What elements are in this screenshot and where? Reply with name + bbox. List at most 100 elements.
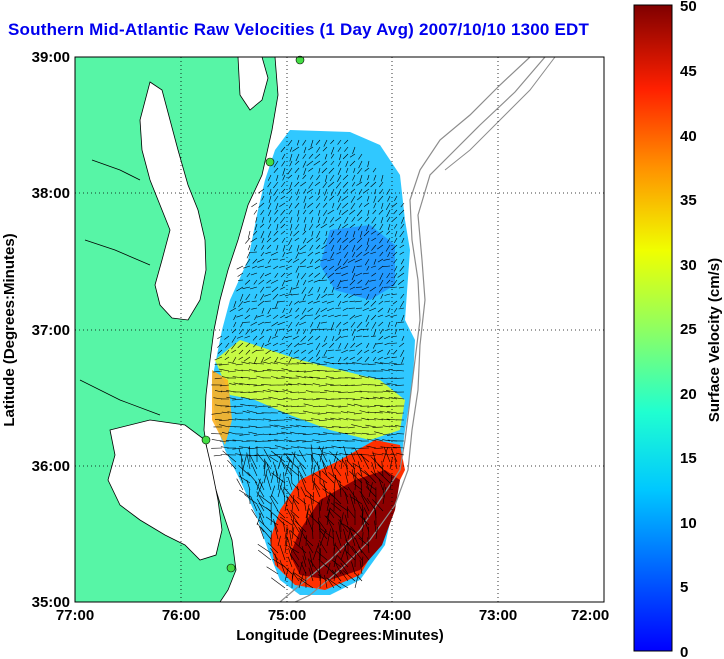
- velocity-arrow: [334, 314, 342, 318]
- velocity-arrow: [308, 567, 314, 582]
- velocity-arrow: [365, 486, 377, 498]
- velocity-arrow: [303, 403, 314, 407]
- velocity-arrow: [323, 216, 328, 224]
- velocity-arrow: [300, 314, 307, 320]
- velocity-arrow: [280, 181, 286, 188]
- velocity-arrow: [371, 237, 377, 242]
- velocity-arrow: [277, 300, 286, 303]
- velocity-arrow: [377, 314, 384, 318]
- velocity-arrow: [331, 559, 342, 568]
- velocity-arrow: [286, 495, 293, 505]
- station-marker: [295, 55, 305, 65]
- velocity-arrow: [253, 209, 258, 215]
- velocity-arrow: [258, 188, 265, 194]
- velocity-arrow: [292, 286, 300, 290]
- velocity-arrow: [324, 153, 328, 160]
- velocity-arrow: [357, 167, 363, 175]
- velocity-arrow: [306, 314, 314, 316]
- velocity-arrow: [328, 472, 342, 484]
- velocity-arrow: [338, 405, 349, 408]
- velocity-arrow: [361, 328, 370, 330]
- velocity-arrow: [254, 481, 265, 498]
- velocity-arrow: [346, 459, 356, 470]
- velocity-arrow: [263, 462, 266, 477]
- velocity-arrow: [330, 251, 335, 259]
- velocity-arrow: [279, 342, 286, 345]
- velocity-arrow: [298, 433, 307, 435]
- velocity-arrow: [300, 181, 307, 187]
- velocity-arrow: [259, 272, 265, 279]
- velocity-arrow: [399, 244, 405, 248]
- velocity-arrow: [329, 342, 335, 349]
- velocity-arrow: [273, 237, 279, 243]
- velocity-arrow: [276, 223, 279, 231]
- velocity-arrow: [263, 446, 272, 449]
- velocity-arrow: [251, 349, 258, 354]
- velocity-arrow: [314, 272, 321, 278]
- velocity-arrow: [308, 513, 321, 526]
- velocity-arrow: [399, 300, 405, 308]
- velocity-arrow: [352, 251, 356, 258]
- velocity-arrow: [294, 314, 300, 319]
- velocity-arrow: [381, 418, 391, 421]
- velocity-arrow: [288, 202, 293, 209]
- velocity-arrow: [308, 181, 314, 189]
- velocity-arrow: [337, 230, 342, 236]
- velocity-arrow: [361, 383, 370, 386]
- velocity-arrow: [317, 412, 328, 415]
- velocity-arrow: [252, 258, 258, 264]
- velocity-arrow: [287, 139, 293, 146]
- velocity-arrow: [342, 153, 349, 160]
- velocity-arrow: [248, 431, 258, 435]
- velocity-arrow: [334, 543, 342, 554]
- velocity-arrow: [281, 426, 293, 429]
- plot-frame: [74, 56, 605, 603]
- velocity-arrow: [287, 328, 293, 333]
- velocity-arrow: [378, 321, 384, 327]
- velocity-arrow: [292, 335, 300, 340]
- velocity-arrow: [246, 272, 251, 278]
- velocity-arrow: [377, 195, 384, 203]
- velocity-arrow: [232, 376, 244, 379]
- velocity-arrow: [324, 389, 335, 393]
- velocity-arrow: [273, 230, 279, 236]
- velocity-arrow: [351, 181, 356, 187]
- velocity-arrow: [251, 300, 258, 302]
- velocity-arrow: [280, 230, 286, 235]
- velocity-arrow: [397, 279, 405, 285]
- velocity-arrow: [233, 321, 237, 328]
- velocity-arrow: [317, 363, 328, 366]
- velocity-arrow: [231, 342, 237, 350]
- velocity-arrow: [269, 495, 279, 512]
- velocity-arrow: [322, 181, 328, 188]
- velocity-arrow: [357, 349, 363, 355]
- velocity-arrow: [357, 472, 370, 484]
- velocity-arrow: [382, 486, 387, 505]
- velocity-arrow: [323, 335, 328, 342]
- velocity-arrow: [289, 530, 293, 547]
- velocity-arrow: [358, 160, 363, 169]
- velocity-arrow: [357, 195, 363, 201]
- velocity-arrow: [337, 300, 342, 307]
- velocity-arrow: [379, 188, 384, 194]
- velocity-arrow: [260, 454, 272, 456]
- velocity-arrow: [213, 454, 223, 457]
- velocity-arrow: [242, 410, 251, 414]
- velocity-arrow: [312, 478, 315, 491]
- velocity-arrow: [388, 368, 398, 372]
- velocity-arrow: [365, 321, 370, 328]
- velocity-arrow: [326, 498, 330, 512]
- velocity-arrow: [303, 188, 307, 194]
- velocity-arrow: [246, 452, 251, 470]
- velocity-arrow: [264, 293, 272, 297]
- velocity-arrow: [393, 397, 405, 400]
- velocity-arrow: [384, 300, 391, 303]
- velocity-arrow: [298, 573, 304, 589]
- y-tick-label: 35:00: [32, 594, 70, 611]
- velocity-arrow: [272, 461, 279, 477]
- velocity-arrow: [265, 349, 272, 355]
- velocity-arrow: [358, 188, 363, 195]
- velocity-arrow: [316, 440, 328, 443]
- velocity-arrow: [238, 349, 244, 355]
- velocity-arrow: [331, 244, 335, 252]
